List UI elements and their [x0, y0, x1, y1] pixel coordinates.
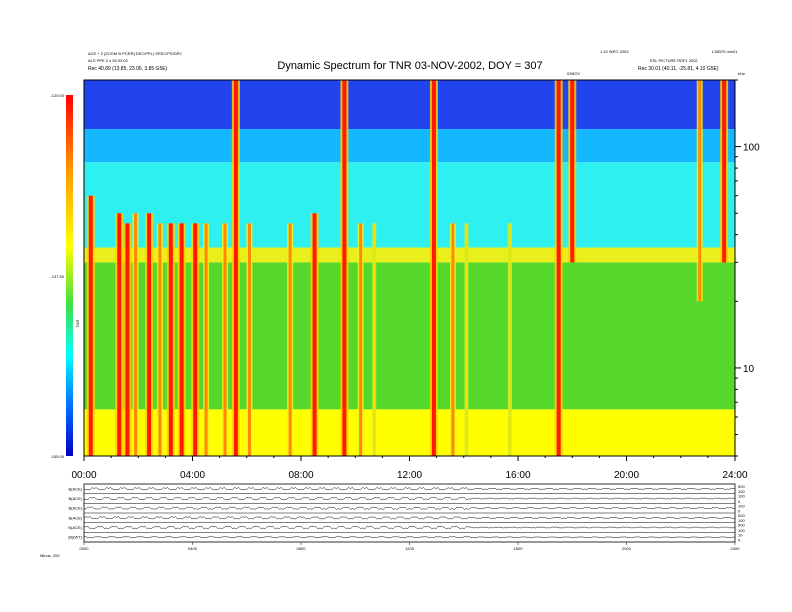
burst-12	[247, 223, 251, 456]
burst-16	[359, 223, 363, 456]
lower-trace-3	[83, 516, 735, 520]
burst-6	[168, 223, 173, 456]
lower-x-tick-label-3: 1200	[405, 546, 415, 551]
spectrum-band-5	[84, 80, 735, 130]
burst-24	[698, 80, 702, 302]
header-left-line-3: Rec 40.89 (13.85, 23.06, 3.85 G5E)	[88, 66, 168, 72]
burst-5	[158, 223, 162, 456]
burst-2	[125, 223, 130, 456]
burst-9	[204, 223, 208, 456]
lower-x-tick-label-1: 0400	[188, 546, 198, 551]
x-tick-label-2: 08:00	[288, 470, 313, 481]
burst-22	[556, 80, 561, 456]
burst-3	[134, 213, 138, 456]
lower-label-2: B(ACE)	[68, 506, 82, 511]
lower-trace-0	[83, 487, 736, 491]
y-axis: 10 100	[734, 79, 760, 457]
lower-right-tick-top-3: 500	[738, 513, 745, 518]
colorbar-tick-min: -155.00	[50, 454, 64, 459]
burst-8	[193, 223, 198, 456]
burst-1	[117, 213, 122, 456]
burst-10	[223, 223, 227, 456]
lower-x-tick-label-2: 0800	[297, 546, 307, 551]
lower-label-4: N(ACE)	[68, 525, 82, 530]
lower-right-tick-bottom-5: 0	[738, 538, 741, 543]
lower-right-tick-top-0: 500	[738, 484, 745, 489]
y-tick-label-100: 100	[743, 143, 760, 154]
burst-11	[233, 80, 238, 456]
burst-7	[179, 223, 184, 456]
burst-15	[342, 80, 347, 456]
lower-right-tick-bottom-0: 100	[738, 489, 745, 494]
x-tick-label-4: 16:00	[505, 470, 530, 481]
lower-trace-5	[83, 536, 736, 539]
lower-x-tick-label-6: 2400	[731, 546, 741, 551]
burst-14	[312, 213, 317, 456]
colorbar	[66, 95, 73, 456]
header-right-line-1: 1.10 WEO 2003	[600, 49, 629, 54]
lower-right-tick-bottom-1: 0	[738, 499, 741, 504]
burst-17	[373, 223, 376, 456]
lower-label-5: |B|(WT)	[68, 535, 82, 540]
lower-right-tick-top-2: 100	[738, 503, 745, 508]
x-axis: 00:00 04:00 08:00 12:00 16:00 20:00 24:00	[71, 456, 748, 481]
x-tick-label-3: 12:00	[397, 470, 422, 481]
lower-trace-4	[83, 526, 736, 530]
colorbar-label: TNR	[75, 320, 80, 328]
chart-title: Dynamic Spectrum for TNR 03-NOV-2002, DO…	[277, 60, 542, 72]
spectrum-band-4	[84, 129, 735, 163]
lower-label-0: B(ACE)	[68, 486, 82, 491]
lower-trace-2	[84, 506, 736, 510]
lower-footer: Minus. 200	[40, 553, 60, 558]
lower-x-tick-label-0: 0000	[80, 546, 90, 551]
burst-25	[722, 80, 727, 263]
burst-19	[451, 223, 455, 456]
burst-20	[465, 223, 468, 456]
lower-label-3: B(ACE)	[68, 515, 82, 520]
lower-right-tick-bottom-4: 100	[738, 528, 745, 533]
spectrum-background	[84, 80, 735, 456]
y-tick-label-10: 10	[743, 364, 755, 375]
header-right-line-4: Rec 30.01 (40.11, -25.81, 4.10 G5E)	[638, 66, 719, 72]
lower-right-tick-top-4: 500	[738, 523, 745, 528]
cursor-label: 03NOV	[567, 71, 580, 76]
y-unit: kHz	[738, 71, 745, 76]
burst-21	[508, 223, 511, 456]
lower-right-tick-bottom-2: 0	[738, 509, 741, 514]
colorbar-tick-mid: -137.50	[50, 274, 64, 279]
x-tick-label-5: 20:00	[614, 470, 639, 481]
lower-right-tick-top-1: 100	[738, 494, 745, 499]
colorbar-tick-max: -120.00	[50, 93, 64, 98]
x-tick-label-1: 04:00	[180, 470, 205, 481]
header-left-line-1: ACE + 2 [ZOOM B PCRR] DEC/PPL) SPEC/PS/D…	[88, 51, 182, 56]
burst-4	[147, 213, 152, 456]
x-tick-label-0: 00:00	[71, 470, 96, 481]
lower-x-tick-label-5: 2000	[622, 546, 632, 551]
lower-right-tick-bottom-3: 100	[738, 518, 745, 523]
burst-23	[570, 80, 575, 263]
header-right-line-3: ESL PICTURE RDF1 2002	[650, 58, 698, 63]
spectrum-bursts	[86, 80, 729, 456]
burst-13	[288, 223, 292, 456]
burst-0	[88, 195, 93, 456]
header-left-line-2: ALS PPE 2 s 05 03 02	[88, 58, 129, 63]
lower-right-tick-top-5: 10	[738, 532, 743, 537]
lower-label-1: B(ACE)	[68, 496, 82, 501]
lower-trace-1	[83, 496, 736, 501]
header-right-line-2: L38370 m/s01	[712, 49, 738, 54]
burst-18	[431, 80, 436, 456]
x-tick-label-6: 24:00	[722, 470, 747, 481]
lower-x-tick-label-4: 1600	[514, 546, 524, 551]
